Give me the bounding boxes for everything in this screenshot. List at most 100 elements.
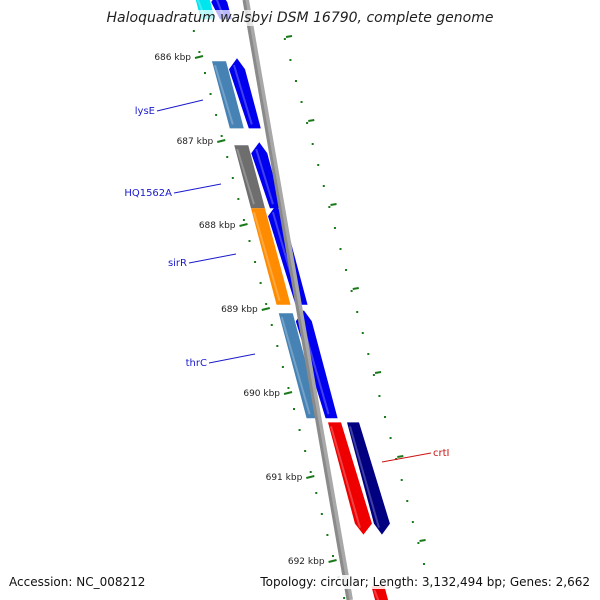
ruler-minor-dot bbox=[328, 206, 331, 208]
ruler-minor-dot bbox=[281, 366, 284, 368]
feature-block[interactable] bbox=[278, 313, 321, 419]
tick-label: 688 kbp bbox=[199, 221, 236, 231]
feature-highlight bbox=[280, 316, 311, 415]
ruler-minor-dot bbox=[294, 80, 297, 82]
gene-label-hq1562a[interactable]: HQ1562A bbox=[124, 188, 172, 199]
ruler-minor-dot bbox=[215, 114, 218, 116]
feature-highlight bbox=[330, 426, 361, 528]
tick-label: 689 kbp bbox=[221, 305, 258, 315]
tick-mark bbox=[239, 223, 248, 227]
backbone-shadow bbox=[243, 0, 353, 600]
genome-backbone bbox=[242, 0, 350, 600]
ruler-major-tick bbox=[419, 539, 426, 542]
ruler-minor-dot bbox=[406, 500, 409, 502]
gene-label-thrc[interactable]: thrC bbox=[186, 358, 207, 369]
ruler-minor-dot bbox=[309, 471, 312, 473]
ruler-major-tick bbox=[285, 35, 293, 38]
ruler-minor-dot bbox=[411, 521, 414, 523]
feature-forward-arrow[interactable] bbox=[251, 142, 282, 209]
feature-block[interactable] bbox=[371, 586, 391, 600]
feature-block[interactable] bbox=[234, 145, 265, 209]
feature-highlight bbox=[214, 64, 234, 125]
gene-leader-line bbox=[188, 253, 237, 264]
ruler-minor-dot bbox=[300, 101, 303, 103]
ruler-minor-dot bbox=[384, 416, 387, 418]
gene-leader-line bbox=[208, 353, 256, 364]
tick-label: 687 kbp bbox=[177, 137, 214, 147]
tick-label: 690 kbp bbox=[243, 389, 280, 399]
ruler-major-tick bbox=[330, 203, 337, 206]
ruler-minor-dot bbox=[283, 38, 286, 40]
gene-leader-line bbox=[156, 99, 204, 112]
ruler-minor-dot bbox=[254, 261, 257, 263]
ruler-minor-dot bbox=[333, 227, 336, 229]
ruler-minor-dot bbox=[317, 164, 320, 166]
ruler-minor-dot bbox=[259, 282, 262, 284]
ruler-minor-dot bbox=[242, 219, 245, 221]
feature-highlight bbox=[373, 589, 380, 600]
accession-text: Accession: NC_008212 bbox=[9, 575, 146, 589]
ruler-minor-dot bbox=[400, 479, 403, 481]
tick-mark bbox=[217, 139, 226, 143]
gene-label-sirr[interactable]: sirR bbox=[168, 258, 187, 269]
ruler-minor-dot bbox=[265, 303, 268, 305]
feature-highlight bbox=[255, 148, 274, 205]
ruler-minor-dot bbox=[287, 387, 290, 389]
ruler-minor-dot bbox=[293, 408, 296, 410]
tick-mark bbox=[306, 475, 315, 479]
ruler-major-tick bbox=[397, 455, 404, 458]
ruler-major-tick bbox=[352, 287, 359, 290]
genome-summary-text: Topology: circular; Length: 3,132,494 bp… bbox=[260, 575, 590, 589]
tick-label: 691 kbp bbox=[266, 473, 303, 483]
ruler-minor-dot bbox=[422, 563, 425, 565]
feature-reverse-arrow[interactable] bbox=[328, 422, 372, 535]
tick-label: 686 kbp bbox=[154, 53, 191, 63]
ruler-minor-dot bbox=[237, 198, 240, 200]
feature-reverse-arrow[interactable] bbox=[347, 422, 390, 535]
backbone-layer bbox=[242, 0, 353, 600]
gene-label-lyse[interactable]: lysE bbox=[135, 106, 155, 117]
feature-forward-arrow[interactable] bbox=[229, 58, 261, 129]
feature-block[interactable] bbox=[250, 208, 291, 305]
gene-label-crti[interactable]: crtI bbox=[433, 448, 449, 459]
ruler-minor-dot bbox=[311, 143, 314, 145]
map-title: Haloquadratum walsbyi DSM 16790, complet… bbox=[0, 10, 600, 26]
ruler-major-tick bbox=[308, 119, 315, 122]
ruler-minor-dot bbox=[417, 542, 420, 544]
ruler-minor-dot bbox=[343, 597, 346, 599]
ruler-minor-dot bbox=[298, 429, 301, 431]
ruler-minor-dot bbox=[220, 135, 223, 137]
ruler-minor-dot bbox=[289, 59, 292, 61]
ruler-minor-dot bbox=[231, 177, 234, 179]
ruler-minor-dot bbox=[226, 156, 229, 158]
ruler-minor-dot bbox=[276, 345, 279, 347]
tick-mark bbox=[283, 391, 293, 395]
feature-block[interactable] bbox=[212, 61, 244, 129]
ruler-minor-dot bbox=[198, 51, 201, 53]
tick-label: 692 kbp bbox=[288, 557, 325, 567]
ruler-minor-dot bbox=[322, 185, 325, 187]
ruler-minor-dot bbox=[315, 492, 318, 494]
tick-mark bbox=[194, 55, 204, 59]
ruler-minor-dot bbox=[209, 93, 212, 95]
tick-mark bbox=[261, 307, 271, 311]
ruler-minor-dot bbox=[389, 437, 392, 439]
feature-highlight bbox=[349, 426, 380, 528]
ruler-major-tick bbox=[374, 371, 382, 374]
ruler-minor-dot bbox=[372, 374, 375, 376]
tick-layer: 686 kbp 687 kbp 688 kbp 689 kbp 690 kbp 691 k… bbox=[154, 30, 431, 599]
ruler-minor-dot bbox=[345, 269, 348, 271]
feature-highlight bbox=[236, 148, 255, 205]
ruler-minor-dot bbox=[350, 290, 353, 292]
feature-highlight bbox=[252, 211, 281, 302]
ruler-minor-dot bbox=[331, 555, 334, 557]
ruler-minor-dot bbox=[304, 450, 307, 452]
ruler-minor-dot bbox=[192, 30, 195, 32]
ruler-minor-dot bbox=[306, 122, 309, 124]
feature-highlight bbox=[233, 64, 253, 125]
gene-leader-line bbox=[173, 183, 222, 194]
gene-leader-line bbox=[381, 452, 432, 463]
ruler-minor-dot bbox=[356, 311, 359, 313]
